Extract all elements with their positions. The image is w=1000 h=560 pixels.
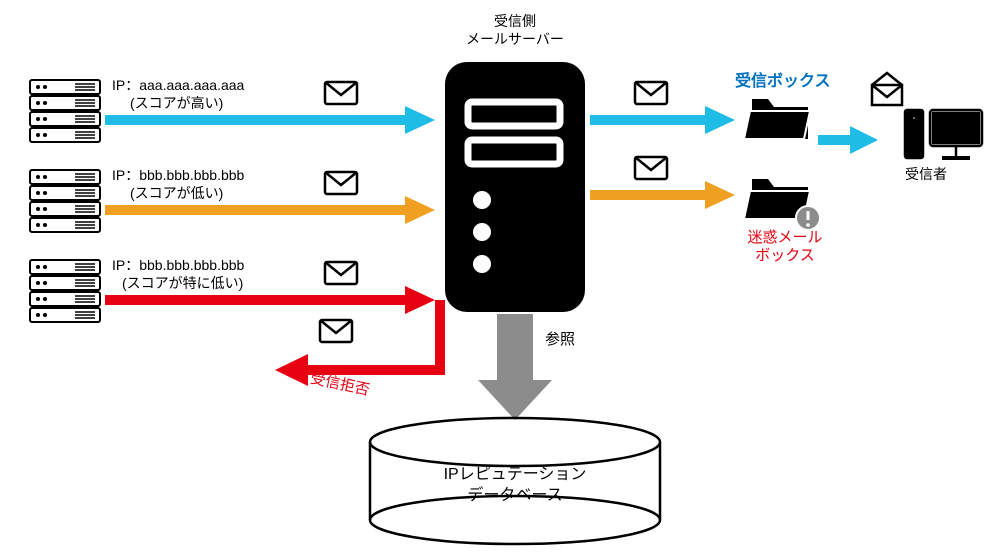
reference-label: 参照 [545,330,575,350]
sender-rack-1 [30,80,100,142]
mail-icon [325,82,357,104]
sender-rack-2 [30,170,100,232]
mail-icon [635,157,667,179]
mail-icon [320,320,352,342]
receiver-label: 受信者 [905,165,947,183]
arrow-to-receiver [818,126,878,154]
spam-line1: 迷惑メール [740,228,830,248]
mail-icon [325,172,357,194]
inbox-label: 受信ボックス [735,72,831,93]
open-mail-icon [872,73,902,105]
server-title: 受信側 メールサーバー [440,12,590,48]
sender-rack-3 [30,260,100,322]
arrow-to-spam [590,181,735,209]
db-line2: データベース [415,486,615,507]
sender2-score: (スコアが低い) [130,184,223,202]
arrow-to-inbox [590,106,735,134]
spam-folder-icon [744,179,820,230]
db-line1: IPレピュテーション [415,465,615,486]
sender1-score: (スコアが高い) [130,94,223,112]
mail-icon [635,82,667,104]
arrow-reject [275,300,440,386]
sender1-ip: IP：aaa.aaa.aaa.aaa [112,76,244,94]
sender3-score: (スコアが特に低い) [122,274,243,292]
spam-line2: ボックス [740,246,830,266]
server-icon [445,62,585,312]
arrow-reference [478,314,552,420]
receiver-pc-icon [905,110,982,158]
sender2-ip: IP：bbb.bbb.bbb.bbb [112,166,244,184]
mail-icon [325,262,357,284]
inbox-folder-icon [744,99,810,139]
sender3-ip: IP：bbb.bbb.bbb.bbb [112,256,244,274]
